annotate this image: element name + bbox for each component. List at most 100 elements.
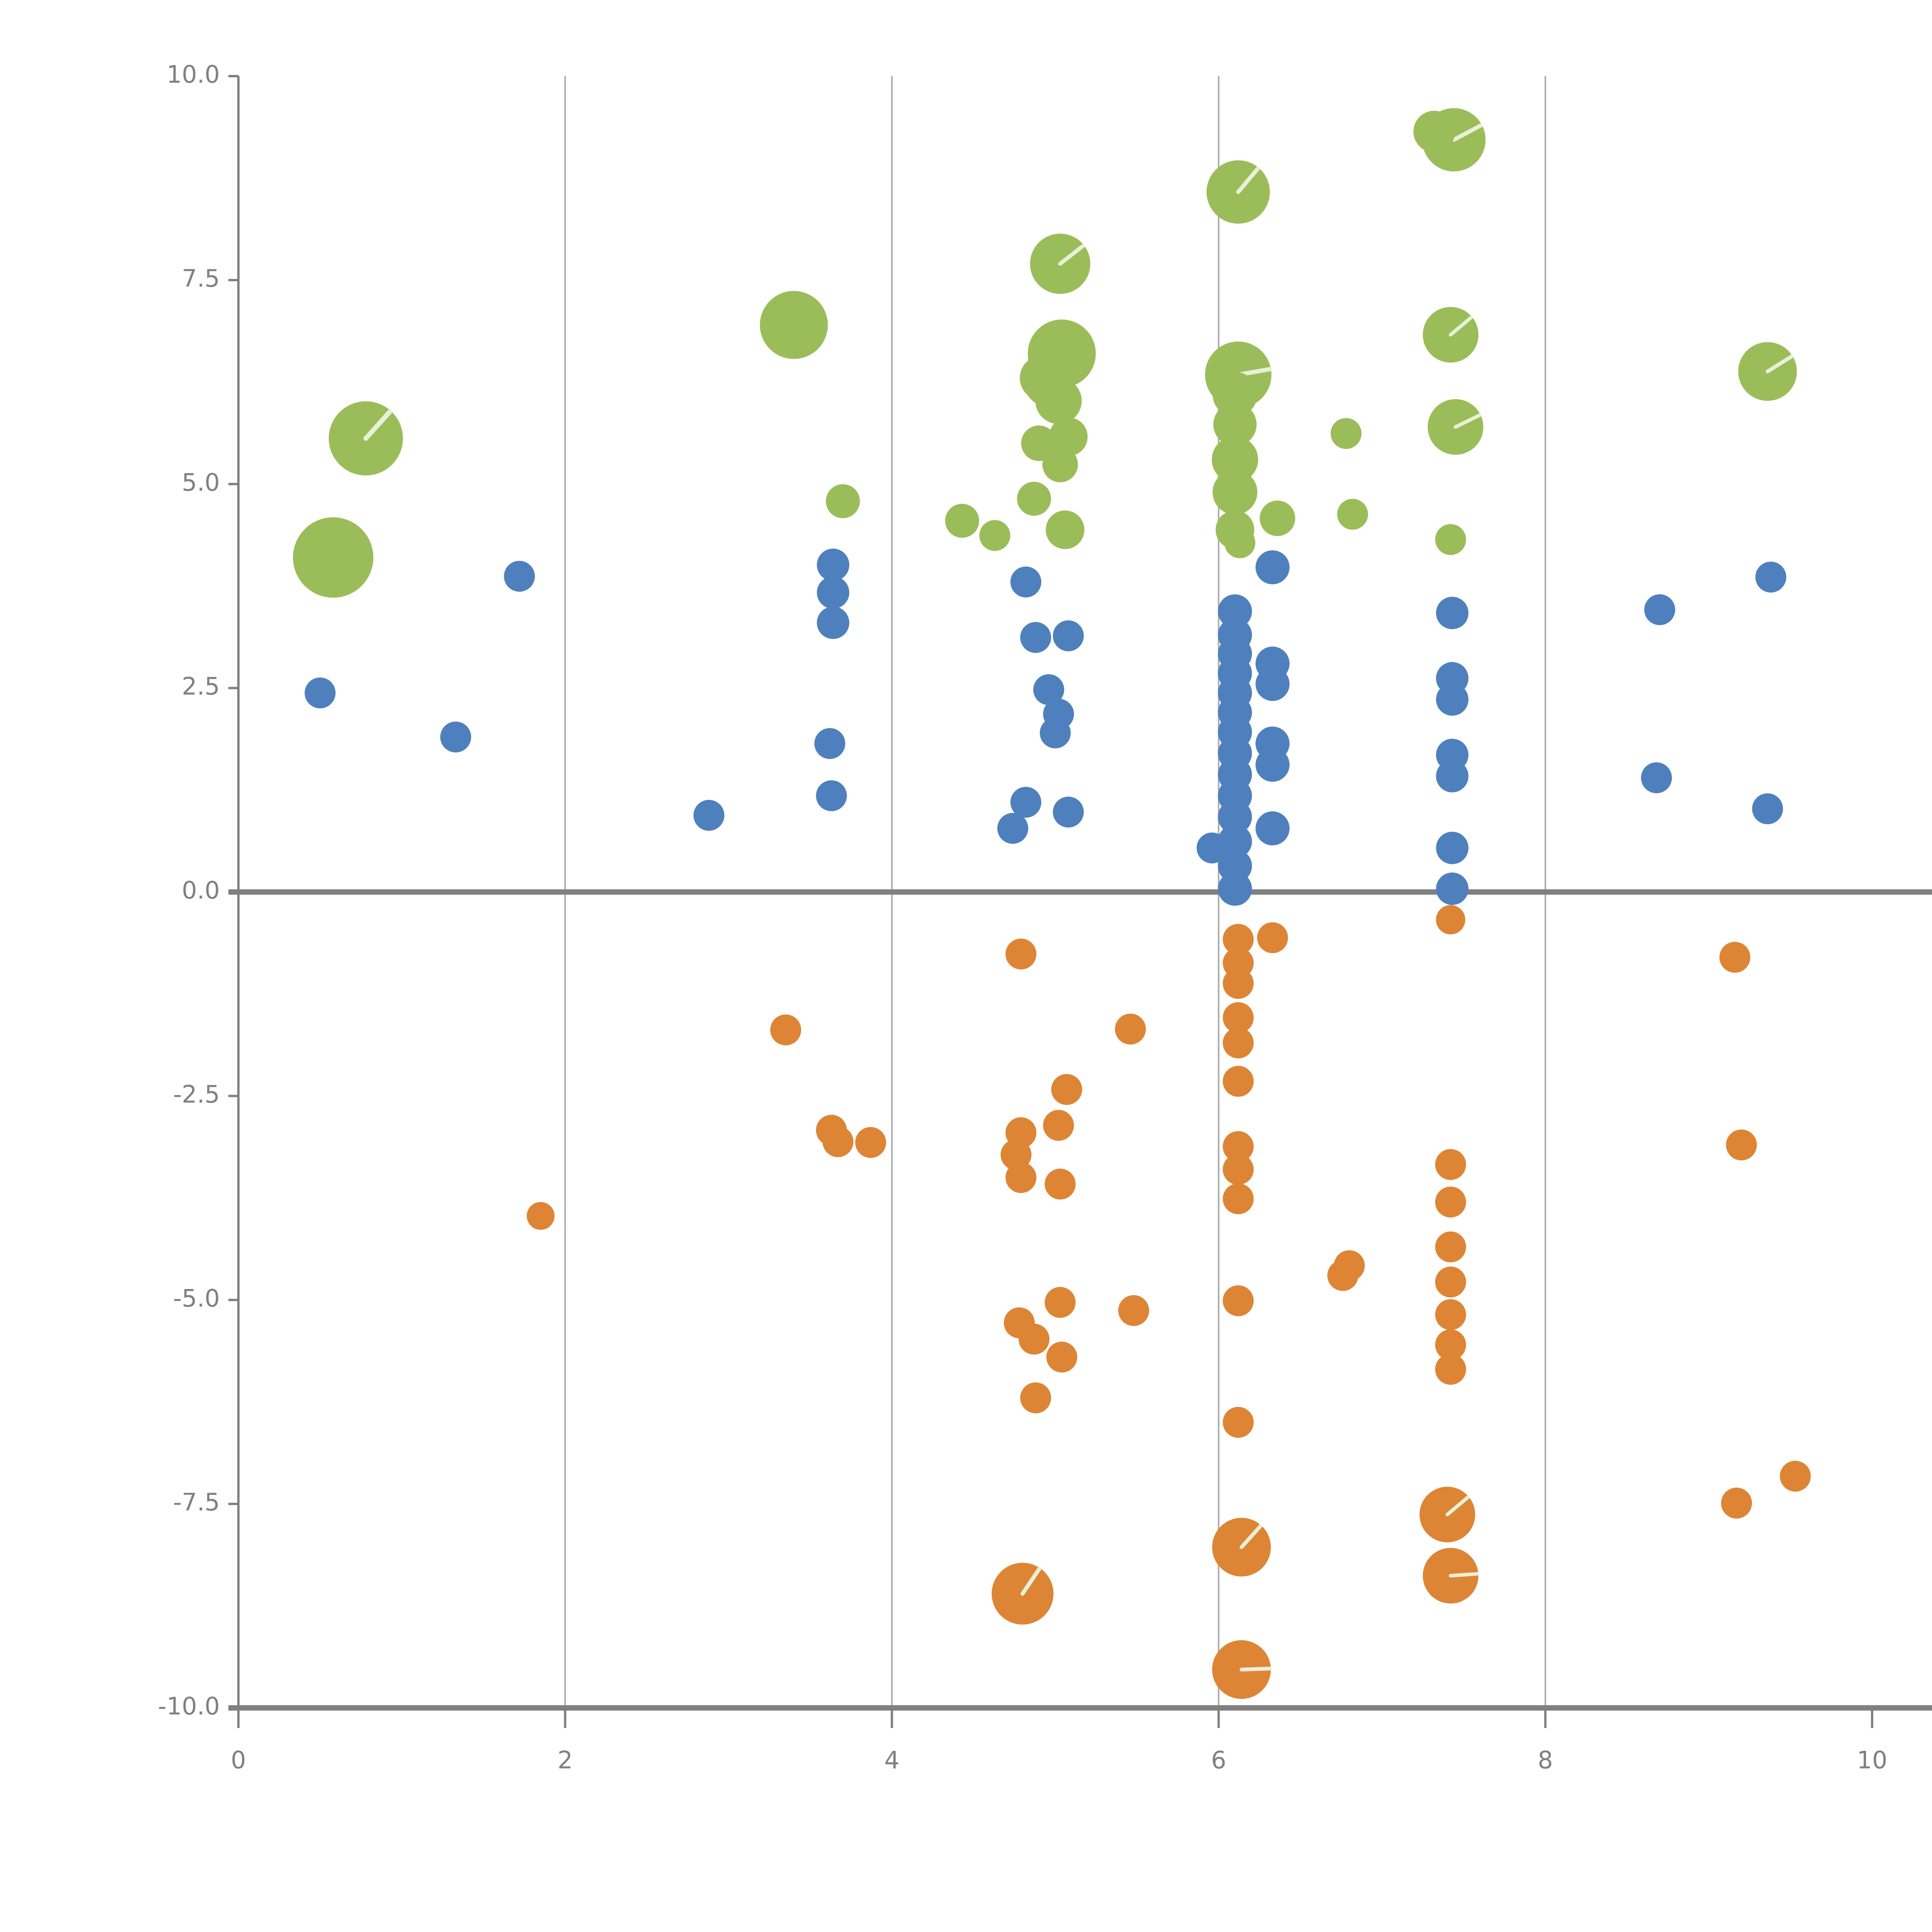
data-point[interactable] <box>527 1202 555 1230</box>
data-point[interactable] <box>1019 1323 1050 1355</box>
data-point[interactable] <box>1738 342 1797 401</box>
data-point[interactable] <box>1223 1154 1254 1185</box>
data-point[interactable] <box>1017 481 1051 516</box>
data-point[interactable] <box>1021 425 1057 461</box>
data-point[interactable] <box>1719 942 1750 973</box>
data-point[interactable] <box>328 401 403 476</box>
data-point[interactable] <box>1255 811 1290 845</box>
data-point[interactable] <box>770 1014 801 1046</box>
data-point[interactable] <box>1641 762 1672 793</box>
data-point[interactable] <box>1327 1260 1359 1291</box>
data-point[interactable] <box>1033 674 1065 705</box>
data-point[interactable] <box>293 517 374 598</box>
data-point[interactable] <box>1435 1231 1466 1263</box>
data-point[interactable] <box>814 728 845 759</box>
data-point[interactable] <box>1206 160 1270 224</box>
data-point[interactable] <box>1043 1110 1074 1141</box>
data-point[interactable] <box>1752 793 1783 825</box>
data-point[interactable] <box>1427 399 1483 455</box>
data-point[interactable] <box>816 548 849 581</box>
data-point[interactable] <box>1118 1295 1149 1326</box>
data-point[interactable] <box>826 484 860 519</box>
data-point[interactable] <box>1436 683 1469 716</box>
data-point[interactable] <box>1435 1299 1466 1330</box>
data-point[interactable] <box>1218 594 1252 629</box>
data-point[interactable] <box>1644 594 1675 625</box>
data-point[interactable] <box>1255 748 1290 782</box>
data-point[interactable] <box>1046 510 1085 549</box>
data-point[interactable] <box>1436 760 1469 793</box>
data-point[interactable] <box>1260 500 1296 536</box>
data-point[interactable] <box>1049 417 1088 456</box>
data-point[interactable] <box>1020 355 1065 401</box>
data-point[interactable] <box>1435 1149 1466 1180</box>
data-point[interactable] <box>1196 832 1228 864</box>
data-point[interactable] <box>1044 1168 1076 1200</box>
data-point[interactable] <box>1255 667 1290 701</box>
data-point[interactable] <box>945 503 980 538</box>
data-point[interactable] <box>1212 1640 1272 1699</box>
data-point[interactable] <box>1010 566 1041 598</box>
data-point[interactable] <box>1755 561 1786 593</box>
data-point[interactable] <box>1436 905 1466 935</box>
data-point[interactable] <box>1423 307 1479 363</box>
data-point[interactable] <box>992 1563 1054 1625</box>
data-point[interactable] <box>1436 832 1469 864</box>
data-point[interactable] <box>1053 796 1084 828</box>
data-point[interactable] <box>816 780 847 811</box>
data-point[interactable] <box>1223 1285 1254 1316</box>
data-point[interactable] <box>1255 550 1290 585</box>
data-point[interactable] <box>1223 1183 1254 1214</box>
data-point[interactable] <box>1436 872 1469 905</box>
data-point[interactable] <box>1726 1129 1757 1161</box>
data-point[interactable] <box>1223 968 1254 999</box>
data-point[interactable] <box>1223 923 1254 955</box>
data-point[interactable] <box>1218 872 1252 906</box>
data-point[interactable] <box>1212 1518 1271 1577</box>
data-point[interactable] <box>1046 1342 1077 1373</box>
data-point[interactable] <box>1115 1014 1146 1045</box>
data-point[interactable] <box>1223 1131 1254 1162</box>
data-point[interactable] <box>1212 436 1259 483</box>
data-point[interactable] <box>979 520 1010 551</box>
data-point[interactable] <box>1213 469 1258 515</box>
data-point[interactable] <box>1010 787 1041 818</box>
data-point[interactable] <box>1051 1074 1082 1105</box>
data-point[interactable] <box>1044 1287 1076 1318</box>
data-point[interactable] <box>1435 1354 1466 1385</box>
data-point[interactable] <box>1213 403 1257 446</box>
data-point[interactable] <box>997 813 1029 844</box>
data-point[interactable] <box>1020 622 1051 653</box>
data-point[interactable] <box>1213 372 1258 417</box>
data-point[interactable] <box>1435 1186 1466 1218</box>
data-point[interactable] <box>1223 1002 1254 1033</box>
data-point[interactable] <box>1423 1548 1479 1604</box>
data-point[interactable] <box>1780 1461 1811 1492</box>
data-point[interactable] <box>1436 597 1469 629</box>
data-point[interactable] <box>504 561 535 592</box>
data-point[interactable] <box>1223 1027 1254 1059</box>
data-point[interactable] <box>1223 1066 1254 1097</box>
data-point[interactable] <box>1005 1162 1037 1193</box>
data-point[interactable] <box>440 721 471 753</box>
data-point[interactable] <box>1040 717 1071 748</box>
data-point[interactable] <box>1721 1488 1752 1519</box>
data-point[interactable] <box>1257 922 1288 953</box>
data-point[interactable] <box>1005 938 1037 969</box>
data-point[interactable] <box>1435 1266 1466 1298</box>
data-point[interactable] <box>1419 1486 1475 1543</box>
data-point[interactable] <box>822 1126 854 1157</box>
data-point[interactable] <box>1330 418 1362 449</box>
data-point[interactable] <box>1413 111 1455 153</box>
data-point[interactable] <box>855 1127 886 1158</box>
data-point[interactable] <box>1030 233 1090 294</box>
data-point[interactable] <box>693 800 724 831</box>
data-point[interactable] <box>1053 620 1084 651</box>
data-point[interactable] <box>760 291 828 359</box>
data-point[interactable] <box>304 677 336 709</box>
data-point[interactable] <box>1218 800 1252 834</box>
data-point[interactable] <box>1435 1329 1466 1361</box>
data-point[interactable] <box>816 606 849 639</box>
data-point[interactable] <box>1223 1406 1254 1438</box>
data-point[interactable] <box>1224 527 1255 558</box>
